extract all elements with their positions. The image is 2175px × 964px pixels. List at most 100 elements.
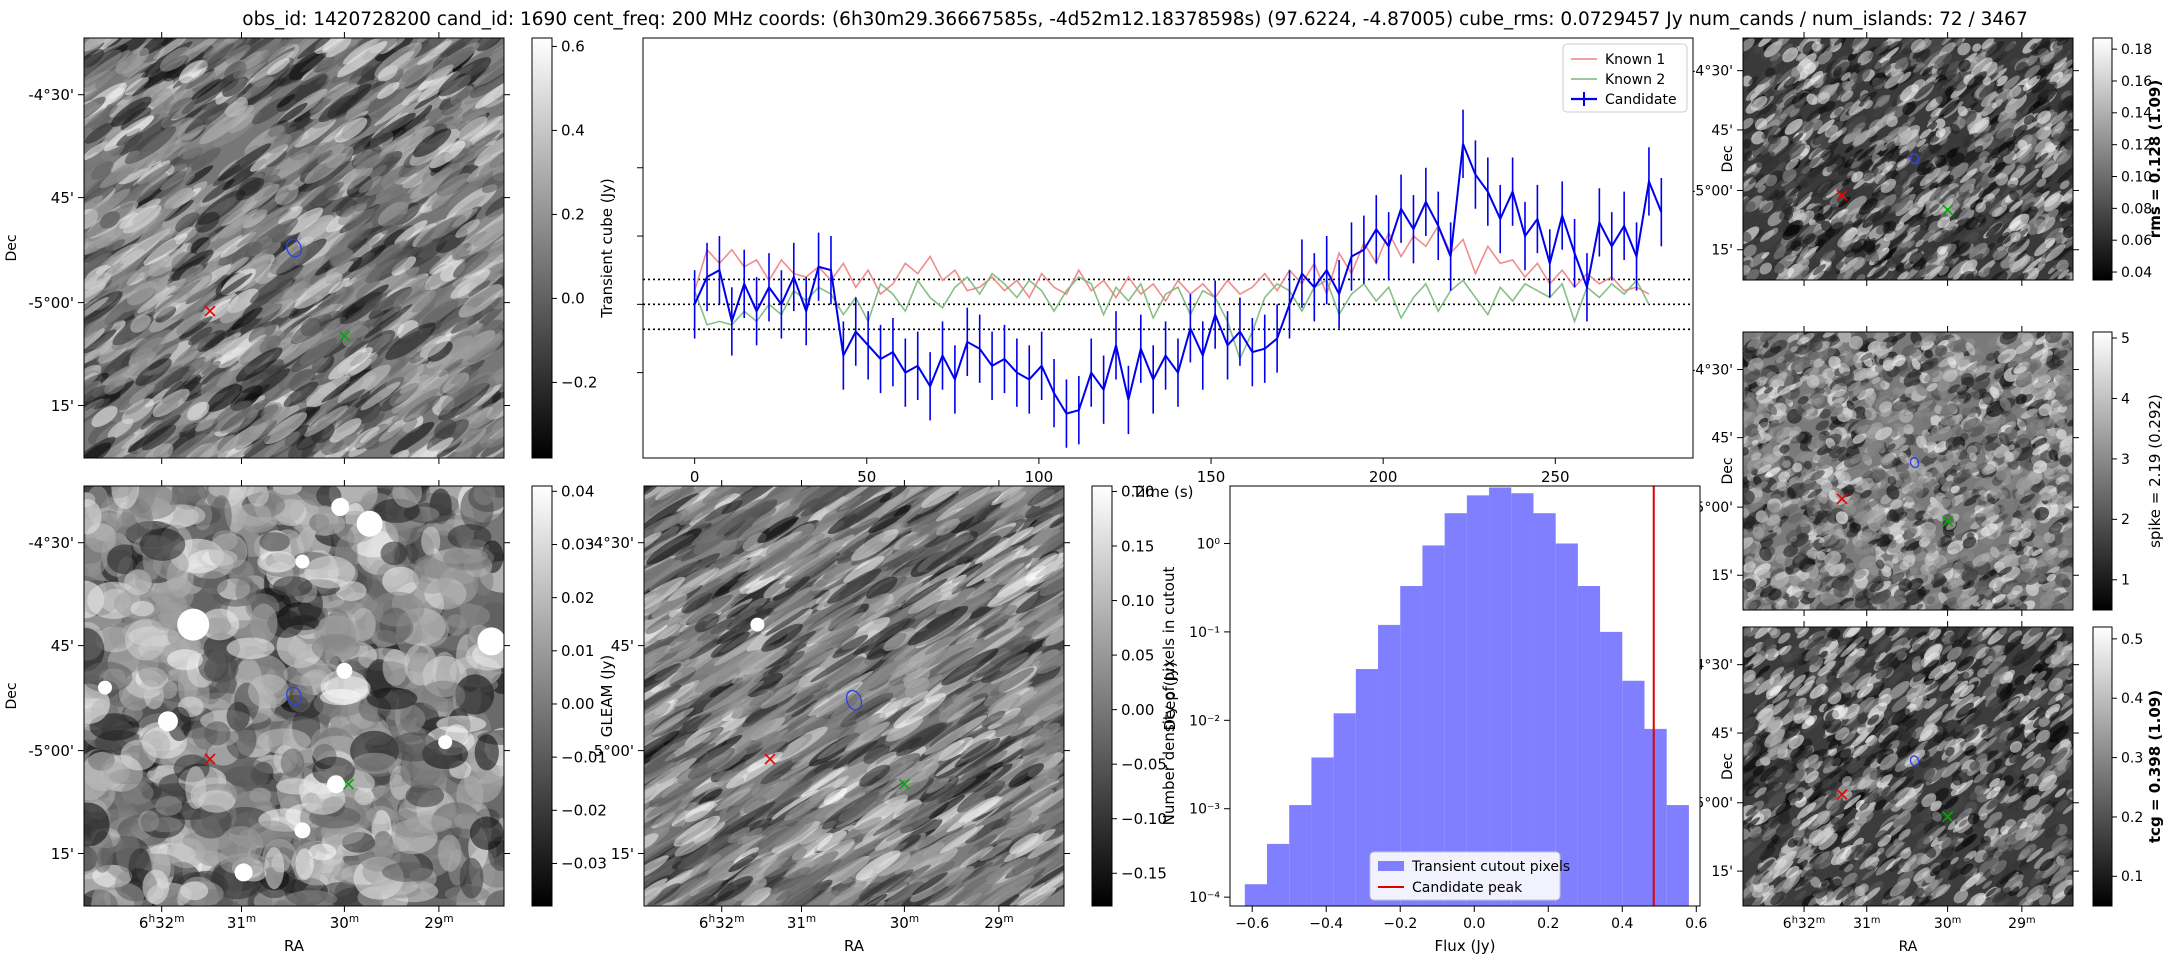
gleam-pixel-blob	[111, 466, 139, 509]
gleam-ra-label: RA	[284, 937, 305, 955]
gleam-pixel-blob	[235, 577, 256, 607]
gleam-pixel-blob	[167, 837, 206, 868]
transient-dec-label: Dec	[4, 234, 20, 261]
gleam-pixel-blob	[475, 734, 499, 770]
gleam-bright-source	[158, 711, 178, 731]
gleam-dec-label: Dec	[4, 682, 20, 709]
transient-colorbar-tick-label: −0.2	[561, 374, 597, 392]
gleam-pixel-blob	[257, 551, 296, 573]
gleam-bright-source	[177, 609, 209, 641]
gleam-pixel-blob	[140, 528, 186, 561]
gleam-pixel-blob	[421, 526, 440, 556]
gleam-colorbar-tick-label: 0.01	[561, 642, 594, 660]
gleam-ra-tick-label: 31m	[227, 913, 256, 932]
gleam-pixel-blob	[185, 766, 206, 809]
gleam-colorbar-tick-label: 0.00	[561, 695, 594, 713]
gleam-pixel-blob	[382, 567, 419, 596]
gleam-pixel-blob	[285, 890, 337, 907]
gleam-pixel-blob	[443, 545, 494, 570]
deep-colorbar	[1092, 486, 1112, 906]
gleam-pixel-blob	[121, 781, 153, 804]
transient-dec-tick-label: 15'	[51, 397, 74, 415]
gleam-pixel-blob	[73, 499, 101, 534]
deep-dec-tick-label: 45'	[611, 637, 634, 655]
gleam-pixel-blob	[208, 649, 226, 677]
gleam-colorbar-tick-label: −0.02	[561, 802, 607, 820]
gleam-pixel-blob	[150, 817, 183, 832]
gleam-pixel-blob	[404, 643, 437, 685]
gleam-pixel-blob	[389, 732, 439, 761]
gleam-dec-tick-label: -4°30'	[28, 534, 74, 552]
gleam-pixel-blob	[66, 803, 110, 847]
gleam-pixel-blob	[320, 689, 361, 705]
gleam-pixel-blob	[155, 796, 182, 816]
gleam-pixel-blob	[209, 533, 248, 569]
gleam-pixel-blob	[104, 883, 144, 912]
gleam-pixel-blob	[240, 760, 269, 788]
transient-colorbar-label: Transient cube (Jy)	[598, 178, 616, 318]
gleam-image	[59, 466, 530, 923]
figure-title: obs_id: 1420728200 cand_id: 1690 cent_fr…	[242, 9, 2027, 30]
gleam-pixel-blob	[438, 835, 461, 872]
gleam-ra-tick-label: 29m	[424, 913, 453, 932]
gleam-pixel-blob	[354, 788, 374, 805]
gleam-pixel-blob	[273, 576, 312, 597]
gleam-pixel-blob	[295, 848, 313, 880]
gleam-pixel-blob	[382, 862, 432, 882]
transient-dec-tick-label: -4°30'	[28, 86, 74, 104]
gleam-bright-source	[336, 663, 352, 679]
gleam-bright-source	[331, 498, 349, 516]
gleam-dec-tick-label: -5°00'	[28, 742, 74, 760]
transient-colorbar	[532, 38, 552, 458]
gleam-colorbar-tick-label: 0.04	[561, 483, 594, 501]
transient-image	[57, 16, 529, 479]
transient-colorbar-tick-label: 0.0	[561, 290, 585, 308]
gleam-pixel-blob	[441, 603, 490, 628]
gleam-bright-source	[357, 511, 383, 537]
transient-colorbar-tick-label: 0.2	[561, 206, 585, 224]
gleam-pixel-blob	[167, 649, 203, 670]
deep-colorbar-tick-label: 0.15	[1121, 537, 1154, 555]
gleam-bright-source	[477, 627, 505, 655]
deep-ra-tick-label: 30m	[890, 913, 919, 932]
gleam-pixel-blob	[259, 532, 290, 552]
gleam-pixel-blob	[142, 869, 169, 904]
deep-ra-tick-label: 6h32m	[699, 913, 745, 932]
deep-dec-tick-label: -5°00'	[588, 742, 634, 760]
gleam-pixel-blob	[283, 662, 332, 686]
gleam-pixel-blob	[130, 601, 154, 616]
gleam-ra-tick-label: 30m	[330, 913, 359, 932]
gleam-pixel-blob	[139, 680, 160, 697]
gleam-pixel-blob	[227, 637, 275, 659]
gleam-pixel-blob	[159, 680, 178, 699]
deep-texture	[613, 464, 1099, 930]
gleam-pixel-blob	[312, 634, 360, 661]
deep-image	[613, 464, 1099, 930]
gleam-pixel-blob	[352, 753, 397, 774]
gleam-pixel-blob	[227, 702, 250, 731]
transient-dec-tick-label: 45'	[51, 189, 74, 207]
gleam-pixel-blob	[248, 674, 289, 709]
gleam-dec-tick-label: 45'	[51, 637, 74, 655]
gleam-pixel-blob	[371, 592, 424, 627]
transient-dec-tick-label: -5°00'	[28, 294, 74, 312]
gleam-pixel-blob	[485, 890, 522, 921]
gleam-pixel-blob	[264, 847, 284, 889]
deep-ra-label: RA	[844, 937, 865, 955]
gleam-pixel-blob	[470, 816, 504, 850]
gleam-pixel-blob	[281, 749, 305, 778]
gleam-pixel-blob	[421, 681, 466, 712]
gleam-bright-source	[438, 735, 452, 749]
gleam-bright-source	[327, 775, 345, 793]
gleam-pixel-blob	[468, 482, 508, 512]
gleam-colorbar-tick-label: −0.03	[561, 855, 607, 873]
transient-colorbar-tick-label: 0.6	[561, 38, 585, 56]
deep-colorbar-tick-label: −0.15	[1121, 865, 1167, 883]
transient-colorbar-tick-label: 0.4	[561, 122, 585, 140]
gleam-colorbar-tick-label: 0.02	[561, 589, 594, 607]
deep-ra-tick-label: 29m	[984, 913, 1013, 932]
gleam-bright-source	[235, 863, 253, 881]
gleam-pixel-blob	[367, 687, 418, 709]
gleam-dec-tick-label: 15'	[51, 845, 74, 863]
